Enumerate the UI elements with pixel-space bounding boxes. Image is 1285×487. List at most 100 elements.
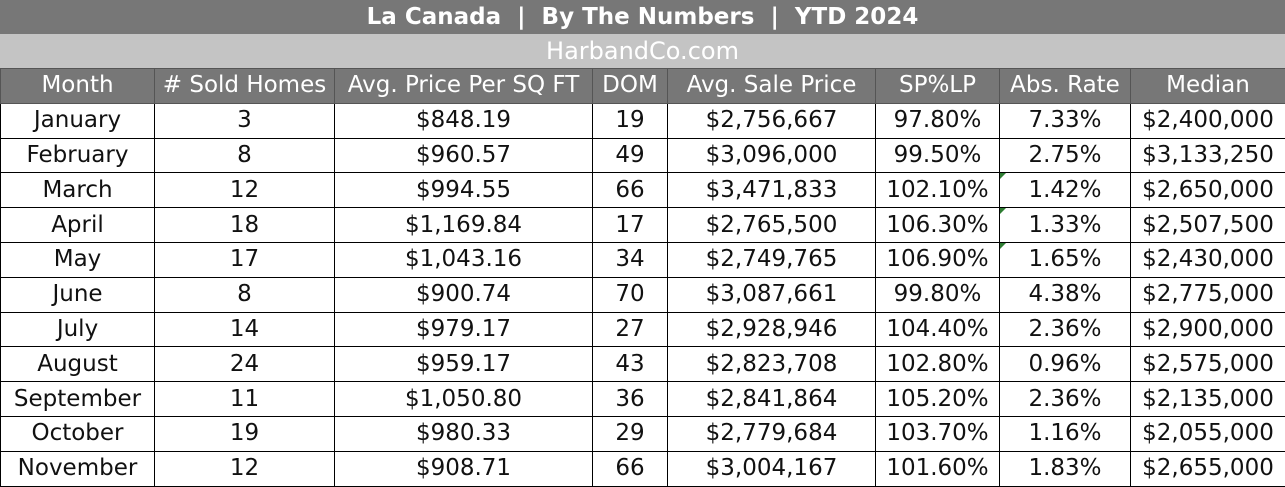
cell-median[interactable]: $2,650,000 xyxy=(1131,173,1285,208)
cell-price-per-sqft[interactable]: $979.17 xyxy=(335,312,593,347)
col-header-dom[interactable]: DOM xyxy=(593,69,668,104)
cell-dom[interactable]: 43 xyxy=(593,347,668,382)
col-header-avg-sale-price[interactable]: Avg. Sale Price xyxy=(668,69,876,104)
cell-abs-rate[interactable]: 7.33% xyxy=(1000,103,1131,138)
table-row: October 19 $980.33 29 $2,779,684 103.70%… xyxy=(1,416,1285,451)
cell-sold-homes[interactable]: 19 xyxy=(155,416,335,451)
cell-abs-rate[interactable]: 4.38% xyxy=(1000,277,1131,312)
table-row: September 11 $1,050.80 36 $2,841,864 105… xyxy=(1,382,1285,417)
cell-sold-homes[interactable]: 17 xyxy=(155,242,335,277)
cell-price-per-sqft[interactable]: $960.57 xyxy=(335,138,593,173)
cell-median[interactable]: $3,133,250 xyxy=(1131,138,1285,173)
cell-sp-lp[interactable]: 105.20% xyxy=(876,382,1000,417)
col-header-sold-homes[interactable]: # Sold Homes xyxy=(155,69,335,104)
cell-sold-homes[interactable]: 3 xyxy=(155,103,335,138)
site-banner: HarbandCo.com xyxy=(0,34,1285,68)
cell-price-per-sqft[interactable]: $848.19 xyxy=(335,103,593,138)
cell-median[interactable]: $2,135,000 xyxy=(1131,382,1285,417)
cell-sp-lp[interactable]: 106.90% xyxy=(876,242,1000,277)
col-header-abs-rate[interactable]: Abs. Rate xyxy=(1000,69,1131,104)
cell-avg-sale-price[interactable]: $3,087,661 xyxy=(668,277,876,312)
cell-sp-lp[interactable]: 99.50% xyxy=(876,138,1000,173)
cell-dom[interactable]: 29 xyxy=(593,416,668,451)
col-header-median[interactable]: Median xyxy=(1131,69,1285,104)
cell-price-per-sqft[interactable]: $994.55 xyxy=(335,173,593,208)
cell-sold-homes[interactable]: 12 xyxy=(155,173,335,208)
cell-month[interactable]: September xyxy=(1,382,155,417)
cell-avg-sale-price[interactable]: $2,765,500 xyxy=(668,208,876,243)
cell-sold-homes[interactable]: 11 xyxy=(155,382,335,417)
header-row: Month # Sold Homes Avg. Price Per SQ FT … xyxy=(1,69,1285,104)
col-header-month[interactable]: Month xyxy=(1,69,155,104)
cell-sold-homes[interactable]: 8 xyxy=(155,277,335,312)
table-row: March 12 $994.55 66 $3,471,833 102.10% 1… xyxy=(1,173,1285,208)
cell-avg-sale-price[interactable]: $3,096,000 xyxy=(668,138,876,173)
cell-median[interactable]: $2,775,000 xyxy=(1131,277,1285,312)
cell-sp-lp[interactable]: 102.10% xyxy=(876,173,1000,208)
cell-sold-homes[interactable]: 24 xyxy=(155,347,335,382)
cell-sp-lp[interactable]: 102.80% xyxy=(876,347,1000,382)
cell-month[interactable]: January xyxy=(1,103,155,138)
cell-abs-rate[interactable]: 2.36% xyxy=(1000,382,1131,417)
cell-sp-lp[interactable]: 104.40% xyxy=(876,312,1000,347)
cell-abs-rate[interactable]: 1.33% xyxy=(1000,208,1131,243)
cell-abs-rate[interactable]: 1.16% xyxy=(1000,416,1131,451)
cell-abs-rate[interactable]: 1.65% xyxy=(1000,242,1131,277)
cell-dom[interactable]: 49 xyxy=(593,138,668,173)
cell-abs-rate[interactable]: 0.96% xyxy=(1000,347,1131,382)
cell-median[interactable]: $2,507,500 xyxy=(1131,208,1285,243)
cell-avg-sale-price[interactable]: $2,823,708 xyxy=(668,347,876,382)
cell-dom[interactable]: 27 xyxy=(593,312,668,347)
cell-avg-sale-price[interactable]: $2,928,946 xyxy=(668,312,876,347)
col-header-price-per-sqft[interactable]: Avg. Price Per SQ FT xyxy=(335,69,593,104)
cell-month[interactable]: August xyxy=(1,347,155,382)
cell-avg-sale-price[interactable]: $2,779,684 xyxy=(668,416,876,451)
cell-sp-lp[interactable]: 99.80% xyxy=(876,277,1000,312)
cell-price-per-sqft[interactable]: $959.17 xyxy=(335,347,593,382)
cell-abs-rate[interactable]: 2.75% xyxy=(1000,138,1131,173)
cell-avg-sale-price[interactable]: $3,471,833 xyxy=(668,173,876,208)
cell-price-per-sqft[interactable]: $900.74 xyxy=(335,277,593,312)
cell-abs-rate[interactable]: 1.42% xyxy=(1000,173,1131,208)
cell-month[interactable]: April xyxy=(1,208,155,243)
table-row: May 17 $1,043.16 34 $2,749,765 106.90% 1… xyxy=(1,242,1285,277)
cell-month[interactable]: May xyxy=(1,242,155,277)
cell-month[interactable]: July xyxy=(1,312,155,347)
cell-avg-sale-price[interactable]: $2,749,765 xyxy=(668,242,876,277)
table-row: July 14 $979.17 27 $2,928,946 104.40% 2.… xyxy=(1,312,1285,347)
cell-abs-rate[interactable]: 2.36% xyxy=(1000,312,1131,347)
cell-median[interactable]: $2,575,000 xyxy=(1131,347,1285,382)
cell-median[interactable]: $2,900,000 xyxy=(1131,312,1285,347)
cell-month[interactable]: June xyxy=(1,277,155,312)
cell-price-per-sqft[interactable]: $1,043.16 xyxy=(335,242,593,277)
table-row: April 18 $1,169.84 17 $2,765,500 106.30%… xyxy=(1,208,1285,243)
cell-price-per-sqft[interactable]: $1,050.80 xyxy=(335,382,593,417)
cell-dom[interactable]: 19 xyxy=(593,103,668,138)
cell-avg-sale-price[interactable]: $2,841,864 xyxy=(668,382,876,417)
cell-sp-lp[interactable]: 103.70% xyxy=(876,416,1000,451)
cell-month[interactable]: October xyxy=(1,416,155,451)
cell-sp-lp[interactable]: 106.30% xyxy=(876,208,1000,243)
stats-table: Month # Sold Homes Avg. Price Per SQ FT … xyxy=(0,68,1285,487)
cell-month[interactable]: March xyxy=(1,173,155,208)
table-row: August 24 $959.17 43 $2,823,708 102.80% … xyxy=(1,347,1285,382)
cell-dom[interactable]: 36 xyxy=(593,382,668,417)
cell-sold-homes[interactable]: 18 xyxy=(155,208,335,243)
cell-avg-sale-price[interactable]: $2,756,667 xyxy=(668,103,876,138)
cell-median[interactable]: $2,430,000 xyxy=(1131,242,1285,277)
col-header-sp-lp[interactable]: SP%LP xyxy=(876,69,1000,104)
cell-median[interactable]: $2,400,000 xyxy=(1131,103,1285,138)
cell-sp-lp[interactable]: 97.80% xyxy=(876,103,1000,138)
cell-sold-homes[interactable]: 8 xyxy=(155,138,335,173)
cell-price-per-sqft[interactable]: $1,169.84 xyxy=(335,208,593,243)
cell-dom[interactable]: 17 xyxy=(593,208,668,243)
cell-dom[interactable]: 66 xyxy=(593,173,668,208)
cell-price-per-sqft[interactable]: $980.33 xyxy=(335,416,593,451)
cell-dom[interactable]: 34 xyxy=(593,242,668,277)
cell-sold-homes[interactable]: 14 xyxy=(155,312,335,347)
cell-dom[interactable]: 70 xyxy=(593,277,668,312)
cell-median[interactable]: $2,055,000 xyxy=(1131,416,1285,451)
cell-month[interactable]: February xyxy=(1,138,155,173)
table-row: January 3 $848.19 19 $2,756,667 97.80% 7… xyxy=(1,103,1285,138)
